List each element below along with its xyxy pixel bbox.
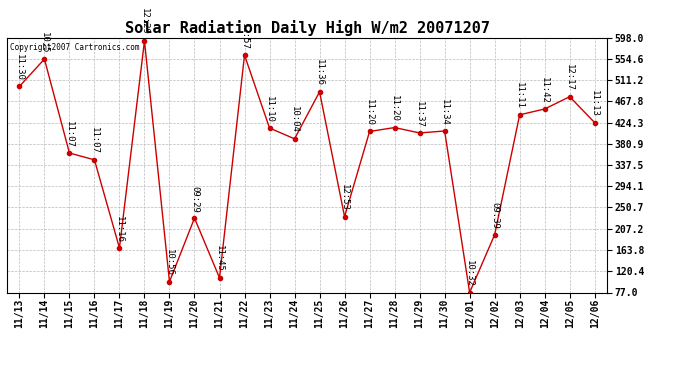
Text: 10:04: 10:04 — [290, 106, 299, 133]
Text: 11:07: 11:07 — [90, 128, 99, 154]
Text: 11:42: 11:42 — [540, 76, 549, 104]
Text: 11:37: 11:37 — [415, 100, 424, 128]
Text: 09:39: 09:39 — [490, 202, 499, 229]
Text: Copyright2007 Cartronics.com: Copyright2007 Cartronics.com — [10, 43, 139, 52]
Text: 11:11: 11:11 — [515, 82, 524, 109]
Text: 12:57: 12:57 — [240, 23, 249, 50]
Text: 10:32: 10:32 — [465, 260, 474, 287]
Text: 12:29: 12:29 — [140, 9, 149, 35]
Title: Solar Radiation Daily High W/m2 20071207: Solar Radiation Daily High W/m2 20071207 — [125, 20, 489, 36]
Text: 11:13: 11:13 — [590, 90, 599, 117]
Text: 11:36: 11:36 — [315, 59, 324, 86]
Text: 09:29: 09:29 — [190, 186, 199, 213]
Text: 12:53: 12:53 — [340, 184, 349, 211]
Text: 11:45: 11:45 — [215, 245, 224, 272]
Text: 12:17: 12:17 — [565, 64, 574, 91]
Text: 11:07: 11:07 — [65, 121, 74, 147]
Text: 10:56: 10:56 — [165, 249, 174, 276]
Text: 10:5: 10:5 — [40, 32, 49, 54]
Text: 11:20: 11:20 — [390, 95, 399, 122]
Text: 11:34: 11:34 — [440, 99, 449, 125]
Text: 11:30: 11:30 — [15, 54, 24, 81]
Text: 11:20: 11:20 — [365, 99, 374, 126]
Text: 11:16: 11:16 — [115, 216, 124, 242]
Text: 11:10: 11:10 — [265, 96, 274, 123]
